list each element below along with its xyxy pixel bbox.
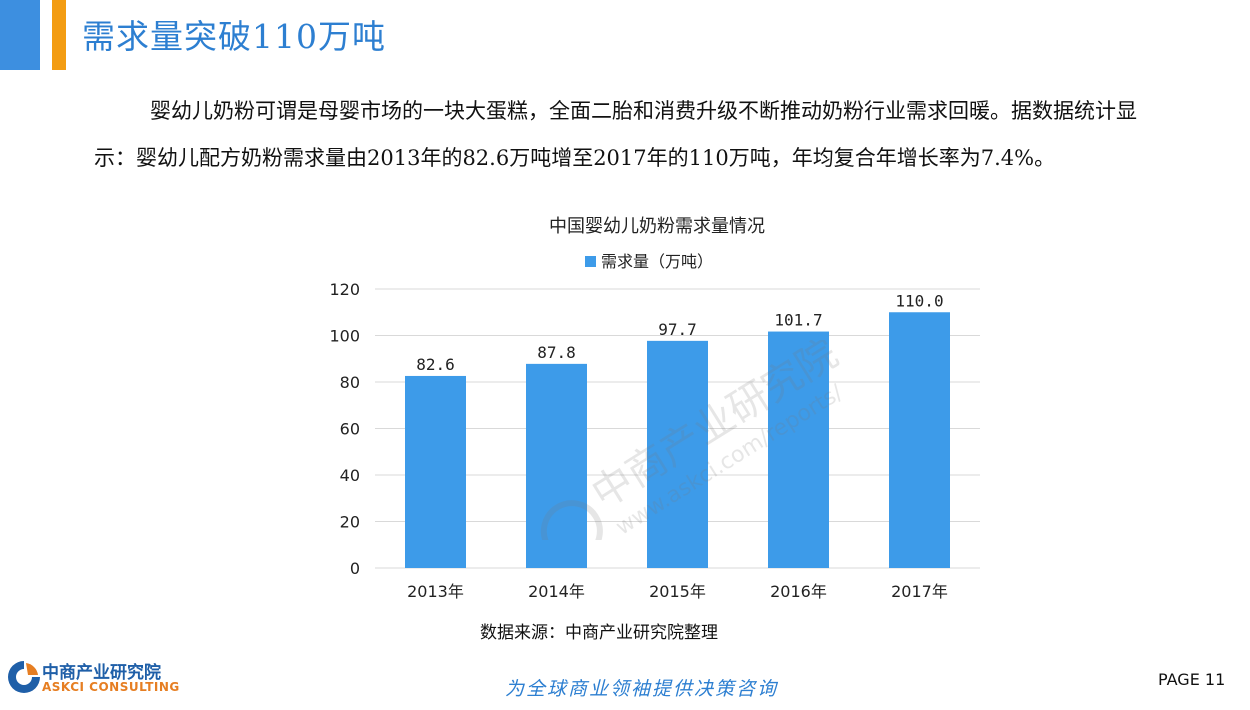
askci-logo-icon <box>8 661 40 693</box>
intro-paragraph: 婴幼儿奶粉可谓是母婴市场的一块大蛋糕，全面二胎和消费升级不断推动奶粉行业需求回暖… <box>94 99 1137 170</box>
bar-value-labels: 82.6 87.8 97.7 101.7 110.0 <box>416 291 943 374</box>
bar-2013年 <box>405 375 466 568</box>
bar-value-label: 110.0 <box>895 291 943 310</box>
y-tick-label: 20 <box>340 513 360 532</box>
demand-bar-chart: 中国婴幼儿奶粉需求量情况 需求量（万吨） 0 20 40 60 80 100 120 82.… <box>329 216 980 601</box>
bar-2016年 <box>768 331 829 568</box>
x-tick-label: 2014年 <box>528 582 585 601</box>
x-tick-label: 2013年 <box>407 582 464 601</box>
x-tick-label: 2015年 <box>649 582 706 601</box>
bar-value-label: 87.8 <box>537 343 576 362</box>
legend-label: 需求量（万吨） <box>601 252 713 271</box>
y-tick-label: 60 <box>340 420 360 439</box>
bar-2015年 <box>647 340 708 568</box>
y-tick-label: 0 <box>350 559 360 578</box>
logo-text-cn: 中商产业研究院 <box>42 663 161 683</box>
y-tick-label: 100 <box>329 327 360 346</box>
y-tick-label: 40 <box>340 466 360 485</box>
x-tick-label: 2017年 <box>891 582 948 601</box>
y-tick-label: 80 <box>340 373 360 392</box>
logo-text-en: ASKCI CONSULTING <box>42 680 180 694</box>
header-accent-blue <box>0 0 40 70</box>
bar-2017年 <box>889 312 950 568</box>
legend-swatch <box>585 256 596 267</box>
x-axis-ticks: 2013年 2014年 2015年 2016年 2017年 <box>407 582 948 601</box>
chart-bars <box>405 312 950 568</box>
bar-value-label: 82.6 <box>416 355 455 374</box>
page-title: 需求量突破110万吨 <box>82 17 386 56</box>
header-accent-orange <box>52 0 66 70</box>
y-axis-ticks: 0 20 40 60 80 100 120 <box>329 280 360 578</box>
chart-legend: 需求量（万吨） <box>585 252 713 271</box>
y-tick-label: 120 <box>329 280 360 299</box>
bar-2014年 <box>526 363 587 568</box>
bar-value-label: 101.7 <box>774 311 822 330</box>
bar-value-label: 97.7 <box>658 320 697 339</box>
x-tick-label: 2016年 <box>770 582 827 601</box>
data-source: 数据来源：中商产业研究院整理 <box>480 623 718 643</box>
page-number: PAGE 11 <box>1158 670 1226 689</box>
footer-slogan: 为全球商业领袖提供决策咨询 <box>505 678 779 700</box>
chart-title: 中国婴幼儿奶粉需求量情况 <box>549 216 765 237</box>
